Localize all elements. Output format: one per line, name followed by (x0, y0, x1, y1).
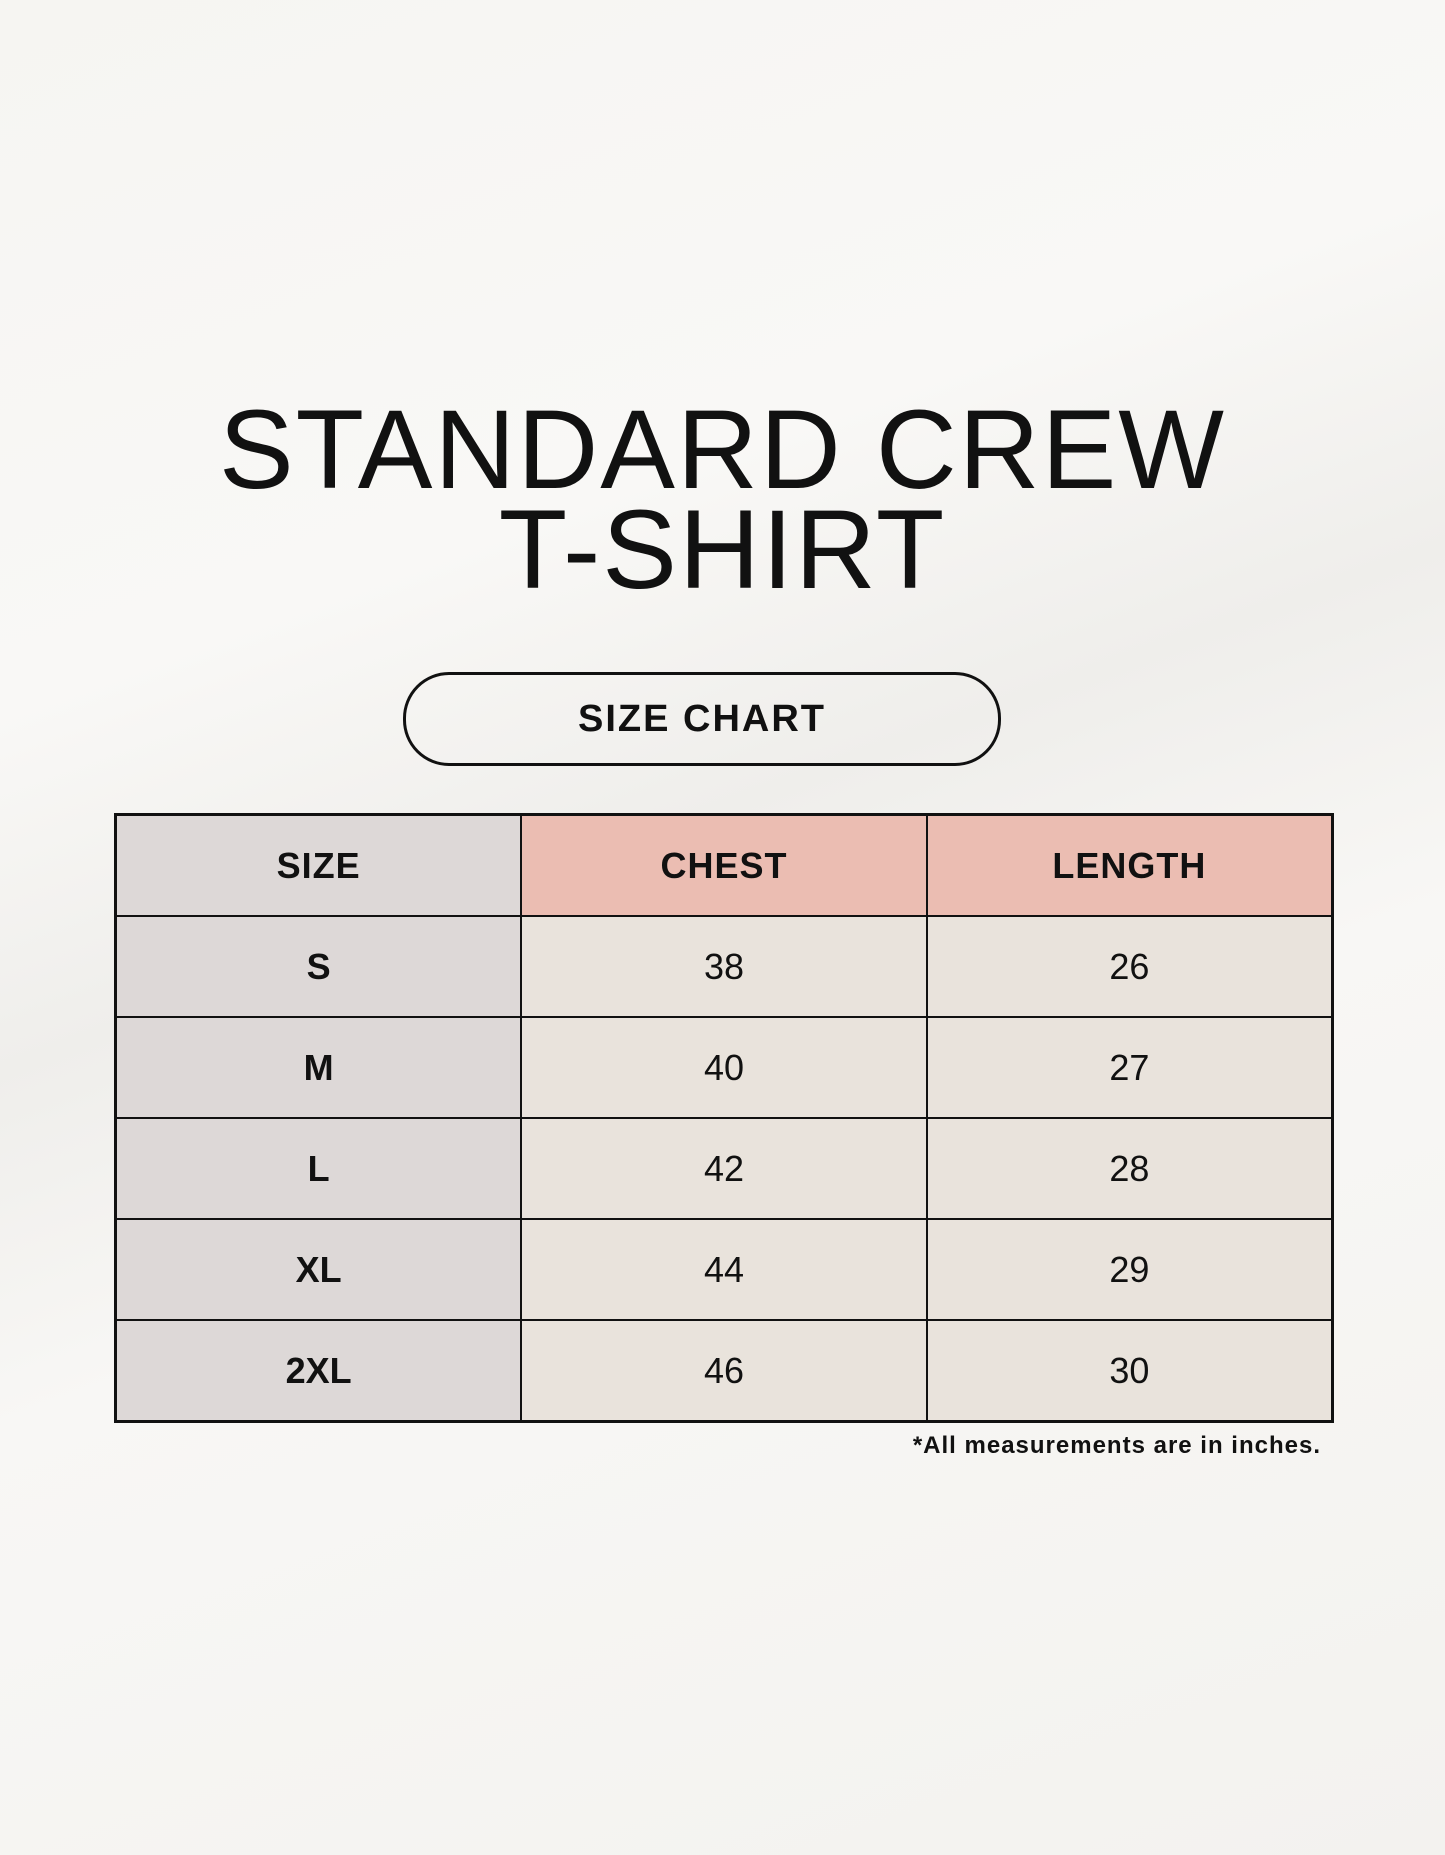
cell-chest: 44 (520, 1218, 928, 1321)
table-row: M 40 27 (114, 1016, 1334, 1119)
cell-chest: 46 (520, 1319, 928, 1423)
cell-size: XL (114, 1218, 523, 1321)
table-row: XL 44 29 (114, 1218, 1334, 1321)
cell-size: S (114, 915, 523, 1018)
page-title: STANDARD CREW T-SHIRT (0, 387, 1445, 612)
header-length: LENGTH (925, 813, 1334, 917)
cell-chest: 42 (520, 1117, 928, 1220)
table-row: 2XL 46 30 (114, 1319, 1334, 1423)
table-header-row: SIZE CHEST LENGTH (114, 813, 1334, 917)
cell-size: 2XL (114, 1319, 523, 1423)
cell-chest: 40 (520, 1016, 928, 1119)
cell-size: M (114, 1016, 523, 1119)
table-row: L 42 28 (114, 1117, 1334, 1220)
size-chart-label: SIZE CHART (403, 672, 1001, 766)
measurement-note: *All measurements are in inches. (912, 1432, 1321, 1459)
title-line-2: T-SHIRT (498, 487, 947, 612)
cell-length: 29 (925, 1218, 1334, 1321)
cell-length: 26 (925, 915, 1334, 1018)
cell-chest: 38 (520, 915, 928, 1018)
size-table: SIZE CHEST LENGTH S 38 26 M 40 27 L 42 2… (114, 813, 1334, 1423)
cell-length: 27 (925, 1016, 1334, 1119)
header-chest: CHEST (520, 813, 928, 917)
header-size: SIZE (114, 813, 523, 917)
cell-length: 28 (925, 1117, 1334, 1220)
cell-length: 30 (925, 1319, 1334, 1423)
title-line-1: STANDARD CREW (218, 387, 1227, 512)
table-row: S 38 26 (114, 915, 1334, 1018)
cell-size: L (114, 1117, 523, 1220)
